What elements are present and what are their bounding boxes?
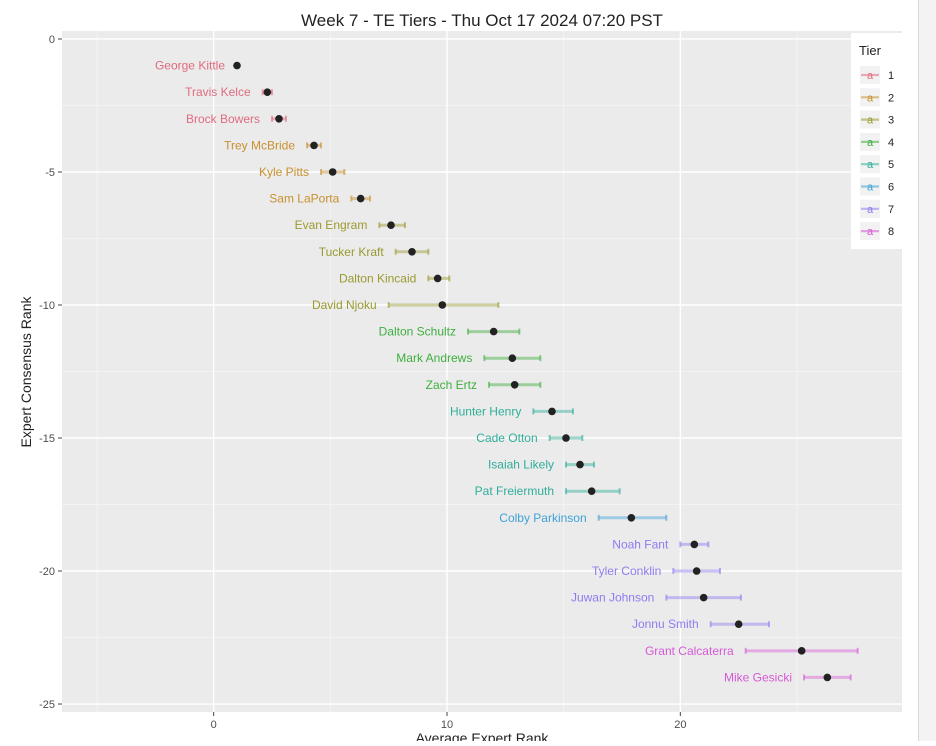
data-point xyxy=(438,301,447,309)
legend-key-glyph: a xyxy=(867,204,874,216)
data-point xyxy=(699,593,708,602)
data-point xyxy=(275,114,283,123)
data-point xyxy=(562,434,570,442)
point-label: Trey McBride xyxy=(224,138,295,152)
y-tick-label: -20 xyxy=(39,566,55,578)
point-label: David Njoku xyxy=(312,298,377,312)
legend-key-glyph: a xyxy=(867,159,874,171)
legend: Tier a 1 a 2 a 3 a 4 a 5 a 6 a 7 a 8 xyxy=(851,33,903,249)
legend-key-glyph: a xyxy=(867,226,874,238)
data-point xyxy=(263,88,272,96)
data-point xyxy=(233,61,241,70)
point-label: Grant Calcaterra xyxy=(645,644,734,658)
y-tick-label: 0 xyxy=(49,34,55,46)
legend-label: 8 xyxy=(888,226,894,238)
point-label: Dalton Kincaid xyxy=(339,271,416,285)
point-label: George Kittle xyxy=(155,59,225,73)
legend-label: 7 xyxy=(888,204,894,216)
chart-title: Week 7 - TE Tiers - Thu Oct 17 2024 07:2… xyxy=(301,11,663,30)
data-point xyxy=(408,247,416,256)
data-point xyxy=(510,381,519,389)
point-label: Juwan Johnson xyxy=(571,591,654,605)
legend-key-glyph: a xyxy=(867,137,874,149)
data-point xyxy=(356,194,365,203)
point-label: Brock Bowers xyxy=(186,112,260,126)
point-label: Mike Gesicki xyxy=(724,670,792,684)
x-tick-label: 0 xyxy=(211,719,217,731)
legend-label: 4 xyxy=(888,137,894,149)
data-point xyxy=(627,514,636,522)
legend-key-glyph: a xyxy=(867,115,874,127)
data-point xyxy=(508,354,517,362)
minor-grid xyxy=(62,31,902,712)
axes: 0 10 20 0 -5 -10 -15 -20 -25 xyxy=(39,34,686,731)
data-point xyxy=(576,460,584,469)
legend-label: 2 xyxy=(888,92,894,104)
point-label: Evan Engram xyxy=(295,218,368,232)
point-label: Hunter Henry xyxy=(450,404,521,418)
x-tick-label: 20 xyxy=(674,719,686,731)
data-point xyxy=(587,487,596,496)
data-point xyxy=(310,141,318,150)
legend-key-glyph: a xyxy=(867,70,874,82)
point-label: Cade Otton xyxy=(476,431,537,445)
data-point xyxy=(328,168,337,176)
data-point xyxy=(797,647,806,655)
point-label: Noah Fant xyxy=(612,537,669,551)
point-label: Isaiah Likely xyxy=(488,458,554,472)
data-point xyxy=(692,567,701,575)
legend-label: 1 xyxy=(888,70,894,82)
point-label: Pat Freiermuth xyxy=(475,484,554,498)
y-tick-label: -10 xyxy=(39,300,55,312)
major-grid xyxy=(62,31,902,712)
point-label: Jonnu Smith xyxy=(632,617,699,631)
point-label: Zach Ertz xyxy=(426,378,477,392)
point-label: Mark Andrews xyxy=(396,351,472,365)
y-tick-label: -5 xyxy=(45,167,55,179)
data-point xyxy=(690,540,699,549)
point-label: Travis Kelce xyxy=(185,85,251,99)
data-point xyxy=(823,673,832,682)
x-tick-label: 10 xyxy=(441,719,453,731)
x-axis-title: Average Expert Rank xyxy=(416,730,550,741)
legend-title: Tier xyxy=(859,43,882,58)
data-point xyxy=(433,274,442,283)
y-tick-label: -15 xyxy=(39,433,55,445)
legend-key-glyph: a xyxy=(867,92,874,104)
legend-key-glyph: a xyxy=(867,182,874,194)
point-label: Colby Parkinson xyxy=(499,511,586,525)
window-edge-strip xyxy=(918,0,936,741)
data-point xyxy=(489,327,498,336)
data-points xyxy=(233,61,832,682)
legend-items: a 1 a 2 a 3 a 4 a 5 a 6 a 7 a 8 xyxy=(860,66,894,241)
legend-label: 3 xyxy=(888,115,894,127)
point-label: Tucker Kraft xyxy=(319,245,385,259)
legend-label: 5 xyxy=(888,159,894,171)
y-axis-title: Expert Consensus Rank xyxy=(18,296,34,448)
y-tick-label: -25 xyxy=(39,699,55,711)
legend-label: 6 xyxy=(888,182,894,194)
point-label: Kyle Pitts xyxy=(259,165,309,179)
data-point xyxy=(548,407,556,416)
data-point xyxy=(734,620,743,629)
point-label: Sam LaPorta xyxy=(269,192,339,206)
point-labels: George Kittle Travis Kelce Brock Bowers Tre… xyxy=(155,59,792,685)
point-label: Tyler Conklin xyxy=(592,564,661,578)
data-point xyxy=(387,221,395,229)
point-label: Dalton Schultz xyxy=(379,325,456,339)
